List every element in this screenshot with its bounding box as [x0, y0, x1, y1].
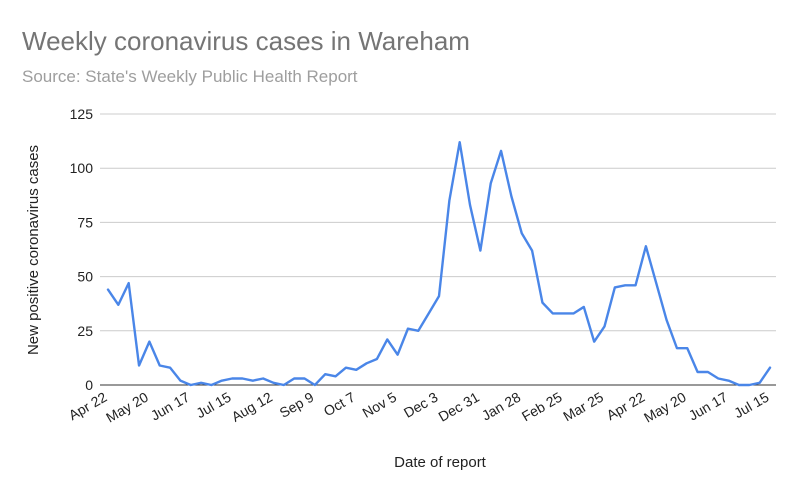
x-tick-label: Dec 3 — [401, 389, 441, 421]
series-line — [106, 140, 772, 387]
y-tick-label: 0 — [85, 377, 93, 393]
x-tick-label: Aug 12 — [229, 389, 276, 425]
y-tick-label: 25 — [77, 323, 93, 339]
x-axis-title: Date of report — [394, 454, 487, 471]
gridlines — [100, 113, 776, 386]
y-tick-label: 100 — [70, 160, 94, 176]
x-tick-label: Dec 31 — [435, 389, 482, 425]
x-tick-label: Nov 5 — [359, 389, 399, 421]
x-tick-label: Jun 17 — [686, 389, 731, 424]
x-tick-label: Jul 15 — [193, 389, 234, 422]
x-tick-label: Jul 15 — [731, 389, 772, 422]
x-tick-label: Feb 25 — [519, 389, 565, 425]
y-axis-ticks: 0 25 50 75 100 125 — [70, 106, 94, 393]
x-tick-label: May 20 — [103, 389, 151, 426]
x-tick-label: Apr 22 — [66, 389, 110, 424]
chart-subtitle: Source: State's Weekly Public Health Rep… — [22, 67, 358, 86]
y-axis-title: New positive coronavirus cases — [25, 145, 42, 355]
x-tick-label: Jun 17 — [148, 389, 193, 424]
x-tick-label: May 20 — [641, 389, 689, 426]
chart-title: Weekly coronavirus cases in Wareham — [22, 26, 470, 56]
x-tick-label: Mar 25 — [560, 389, 606, 425]
x-tick-label: Sep 9 — [277, 389, 317, 421]
y-tick-label: 75 — [77, 214, 93, 230]
x-tick-label: Apr 22 — [604, 389, 648, 424]
y-tick-label: 50 — [77, 269, 93, 285]
x-tick-label: Oct 7 — [321, 389, 358, 420]
y-tick-label: 125 — [70, 106, 94, 122]
series-lines — [106, 140, 772, 387]
x-tick-label: Jan 28 — [479, 389, 524, 424]
